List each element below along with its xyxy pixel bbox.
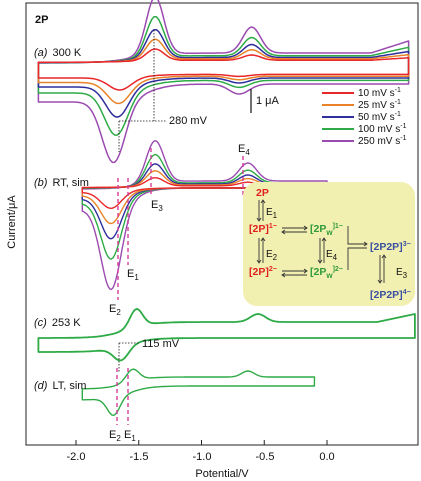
legend-label-10: 10 mV s-1 [358,87,401,99]
scheme-2P2P-4minus: [2P2P]4− [370,289,411,301]
x-tick-label: -1.0 [193,451,212,463]
scheme-E1: E1 [266,207,278,220]
panel-c-label: (c) 253 K [34,317,81,329]
panel-b-label: (b) RT, sim [34,177,89,189]
x-tick-label: 0.0 [319,451,334,463]
cv-curve-a-25 [37,38,410,105]
scheme-2P2P-3minus: [2P2P]3− [370,241,411,253]
label-E1-b: E1 [127,268,139,282]
guide-lines [116,30,244,425]
scheme-2P-1minus: [2P]1− [249,223,277,235]
scheme-E4: E4 [326,249,338,262]
label-E2-b: E2 [109,303,121,317]
label-E3: E3 [151,199,163,213]
legend: 10 mV s-1 25 mV s-1 50 mV s-1 100 mV s-1… [322,87,407,147]
y-axis-label: Current/μA [6,195,18,249]
legend-label-250: 250 mV s-1 [358,135,407,147]
x-tick-label: -0.5 [256,451,275,463]
cv-curve-a-250 [37,0,410,164]
x-tick-marks [75,440,328,445]
cv-curve-a-100 [37,16,410,136]
x-tick-label: -2.0 [67,451,86,463]
label-E2-d: E2 [109,429,121,443]
scheme-2Pw-1minus: [2Pw]1− [310,223,343,237]
panel-d-label: (d) LT, sim [34,380,86,392]
label-E4: E4 [238,143,250,157]
annotation-115mV: 115 mV [142,338,180,350]
reaction-scheme: 2P [2P]1− [2Pw]1− [2P2P]3− [2P]2− [2Pw]2… [243,182,415,306]
scheme-2P: 2P [256,187,269,199]
x-axis-label: Potential/V [195,468,249,480]
panel-a-label: (a) 300 K [34,47,82,59]
label-E1-d: E1 [124,429,136,443]
cv-curve-d [81,368,316,416]
scheme-2Pw-2minus: [2Pw]2− [310,266,343,280]
plot-frame [25,2,419,446]
scale-bar-label: 1 μA [256,95,280,107]
scheme-arrows [256,199,387,284]
compound-label: 2P [35,14,48,26]
cv-curve-c [37,308,416,362]
x-tick-label: -1.5 [130,451,149,463]
scheme-E3: E3 [396,267,408,280]
cv-curve-a-10 [37,48,410,91]
legend-label-25: 25 mV s-1 [358,99,401,111]
legend-label-100: 100 mV s-1 [358,123,407,135]
scheme-E2: E2 [266,249,278,262]
annotation-280mV: 280 mV [169,115,208,127]
scheme-2P-2minus: [2P]2− [249,266,277,278]
cv-curve-a-50 [37,28,410,118]
legend-label-50: 50 mV s-1 [358,111,401,123]
